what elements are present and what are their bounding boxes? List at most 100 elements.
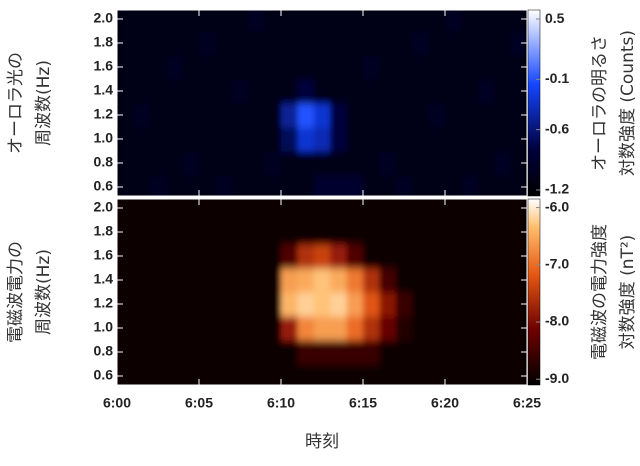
heatmap-cell — [428, 10, 446, 32]
heatmap-cell — [363, 316, 380, 341]
heatmap-cell — [182, 55, 200, 80]
y-tick-label: 0.6 — [94, 367, 114, 383]
heatmap-cell — [182, 268, 200, 293]
heatmap-cell — [330, 292, 348, 317]
heatmap-cell — [264, 268, 282, 293]
heatmap-cell — [297, 292, 315, 317]
heatmap-cell — [182, 10, 200, 32]
heatmap-cell — [395, 244, 413, 269]
heatmap-cell — [313, 340, 331, 365]
heatmap-cell — [379, 127, 397, 152]
heatmap-cell — [248, 55, 266, 80]
heatmap-cell — [445, 340, 462, 365]
heatmap-cell — [297, 55, 315, 80]
heatmap-cell — [264, 10, 282, 32]
heatmap-cell — [166, 292, 184, 317]
heatmap-cell — [297, 199, 315, 221]
colorbar-tick-label: 0.5 — [545, 10, 565, 26]
x-tick-label: 6:05 — [185, 395, 213, 411]
heatmap-cell — [264, 364, 282, 385]
heatmap-cell — [461, 31, 479, 56]
heatmap-cell — [281, 340, 298, 365]
heatmap-cell — [379, 268, 397, 293]
heatmap-cell — [477, 127, 495, 152]
x-tick-label: 6:00 — [103, 395, 131, 411]
heatmap-cell — [510, 175, 527, 196]
heatmap-cell — [182, 292, 200, 317]
colorbar-tick-label: -9.0 — [545, 370, 569, 386]
colorbar-tick-label: -0.1 — [545, 70, 569, 86]
heatmap-cell — [494, 220, 512, 245]
heatmap-cell — [510, 31, 527, 56]
heatmap-cell — [313, 292, 331, 317]
heatmap-cell — [182, 103, 200, 128]
heatmap-cell — [133, 127, 151, 152]
heatmap-cell — [117, 175, 134, 196]
plot-frame — [116, 9, 528, 197]
heatmap-cell — [248, 31, 266, 56]
heatmap-cell — [117, 316, 134, 341]
heatmap-cell — [379, 55, 397, 80]
heatmap-cell — [199, 10, 216, 32]
heatmap-cell — [313, 151, 331, 176]
heatmap-cell — [346, 199, 364, 221]
heatmap-cell — [510, 199, 527, 221]
heatmap-cell — [363, 175, 380, 196]
heatmap-cell — [133, 364, 151, 385]
heatmap-cell — [461, 268, 479, 293]
heatmap-cell — [215, 220, 233, 245]
heatmap-cell — [166, 340, 184, 365]
heatmap-cell — [166, 127, 184, 152]
heatmap-cell — [330, 10, 348, 32]
y-tick-label: 1.8 — [94, 223, 114, 239]
heatmap-cell — [264, 103, 282, 128]
heatmap-cell — [117, 199, 134, 221]
heatmap-cell — [313, 31, 331, 56]
heatmap-cell — [166, 103, 184, 128]
heatmap-cell — [248, 151, 266, 176]
heatmap-cell — [117, 292, 134, 317]
colorbar — [527, 198, 541, 386]
heatmap-cell — [412, 316, 430, 341]
heatmap-cell — [346, 175, 364, 196]
heatmap-cell — [281, 79, 298, 104]
heatmap-cell — [297, 364, 315, 385]
heatmap-cell — [166, 55, 184, 80]
heatmap-cell — [149, 10, 167, 32]
heatmap-cell — [117, 151, 134, 176]
heatmap-cell — [182, 199, 200, 221]
heatmap-cell — [215, 175, 233, 196]
heatmap-cell — [445, 292, 462, 317]
heatmap-cell — [363, 103, 380, 128]
heatmap-cell — [494, 268, 512, 293]
heatmap-cell — [149, 292, 167, 317]
heatmap-cell — [395, 316, 413, 341]
heatmap-cell — [313, 199, 331, 221]
heatmap-cell — [166, 220, 184, 245]
y-tick-label: 0.8 — [94, 154, 114, 170]
heatmap-cell — [182, 127, 200, 152]
heatmap-cell — [477, 79, 495, 104]
heatmap-cell — [149, 151, 167, 176]
heatmap-cell — [461, 340, 479, 365]
heatmap-cell — [248, 127, 266, 152]
heatmap-cell — [461, 127, 479, 152]
heatmap-cell — [248, 364, 266, 385]
heatmap-cell — [133, 175, 151, 196]
heatmap-cell — [494, 10, 512, 32]
heatmap-cell — [395, 199, 413, 221]
heatmap-cell — [330, 31, 348, 56]
heatmap-cell — [330, 364, 348, 385]
heatmap-cell — [379, 316, 397, 341]
heatmap-cell — [166, 244, 184, 269]
heatmap-cell — [297, 244, 315, 269]
heatmap-cell — [379, 244, 397, 269]
y-tick-label: 0.6 — [94, 178, 114, 194]
heatmap-cell — [182, 79, 200, 104]
heatmap-cell — [313, 220, 331, 245]
heatmap-cell — [117, 55, 134, 80]
x-tick-label: 6:15 — [349, 395, 377, 411]
heatmap-cell — [231, 175, 249, 196]
heatmap-cell — [215, 292, 233, 317]
